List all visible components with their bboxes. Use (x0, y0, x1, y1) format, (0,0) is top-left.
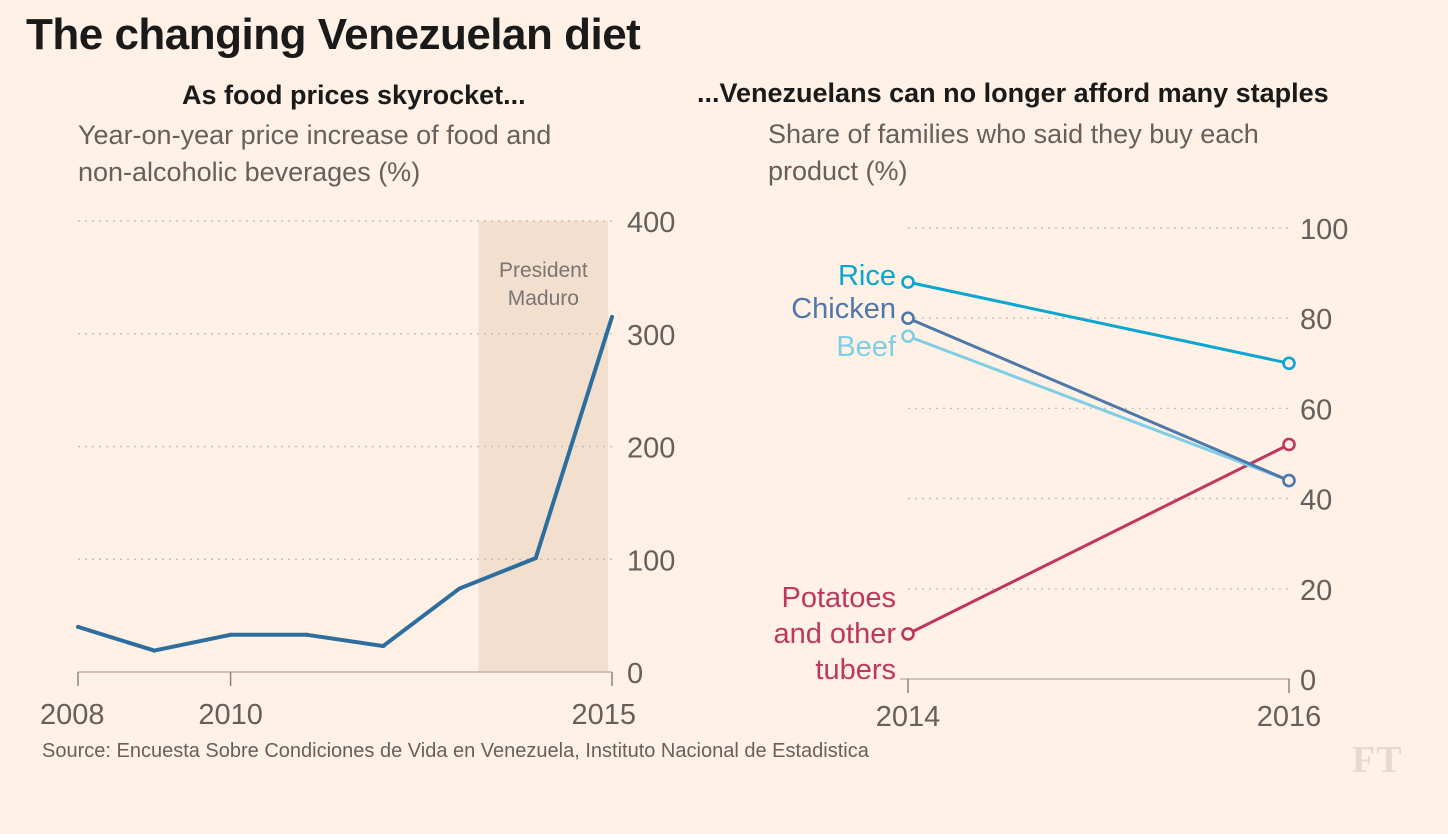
source-note: Source: Encuesta Sobre Condiciones de Vi… (42, 740, 869, 762)
series-label: tubers (815, 654, 896, 686)
series-point-rice (901, 275, 915, 289)
x-tick-label: 2015 (571, 699, 636, 731)
series-point-chicken (1282, 473, 1296, 488)
right-panel-heading: ...Venezuelans can no longer afford many… (697, 78, 1329, 108)
y-tick-label: 0 (627, 658, 643, 690)
data-point (304, 632, 309, 637)
data-point (228, 632, 233, 637)
series-point-potatoes (901, 627, 915, 641)
x-tick-label: 2014 (876, 701, 941, 733)
left-description-line-2: non-alcoholic beverages (%) (78, 157, 421, 187)
y-tick-label: 0 (1300, 665, 1316, 697)
y-tick-label: 20 (1300, 575, 1332, 607)
y-tick-label: 60 (1300, 394, 1332, 426)
y-tick-label: 100 (627, 545, 675, 577)
series-label: Chicken (791, 293, 896, 325)
y-tick-label: 400 (627, 207, 675, 239)
series-point-chicken (901, 311, 915, 326)
left-description-line-1: Year-on-year price increase of food and (78, 120, 552, 150)
right-description-line-2: product (%) (768, 156, 908, 186)
left-panel-heading: As food prices skyrocket... (182, 80, 526, 110)
y-tick-label: 40 (1300, 485, 1332, 517)
y-tick-label: 300 (627, 320, 675, 352)
right-description-line-1: Share of families who said they buy each (768, 119, 1259, 149)
right-panel-description: Share of families who said they buy each… (768, 116, 1259, 190)
series-line-rice (907, 280, 1290, 365)
y-tick-label: 100 (1300, 214, 1348, 246)
data-point (610, 314, 614, 319)
data-point (152, 648, 157, 653)
ft-logo: FT (1352, 739, 1403, 781)
data-point (76, 624, 80, 629)
x-tick-label: 2016 (1257, 701, 1322, 733)
annotation-label: President (499, 259, 588, 282)
series-point-potatoes (1282, 437, 1296, 452)
chart-title: The changing Venezuelan diet (26, 10, 641, 59)
data-point (381, 644, 386, 649)
series-line-chicken (907, 316, 1290, 482)
x-tick-label: 2008 (40, 699, 105, 731)
data-point (457, 586, 462, 591)
series-point-beef (901, 329, 915, 344)
series-line-potatoes (907, 443, 1290, 636)
annotation-label: Maduro (508, 287, 579, 310)
series-label: and other (773, 618, 896, 650)
data-point (533, 556, 538, 561)
x-tick-label: 2010 (198, 699, 263, 731)
series-point-rice (1282, 356, 1296, 371)
y-tick-label: 80 (1300, 304, 1332, 336)
maduro-annotation-band (478, 221, 609, 672)
series-label: Potatoes (782, 582, 896, 614)
series-label: Beef (836, 331, 897, 363)
y-tick-label: 200 (627, 433, 675, 465)
series-label: Rice (838, 260, 896, 292)
series-line-beef (907, 334, 1290, 482)
left-panel-description: Year-on-year price increase of food and … (78, 117, 551, 191)
price-increase-line (77, 316, 614, 653)
